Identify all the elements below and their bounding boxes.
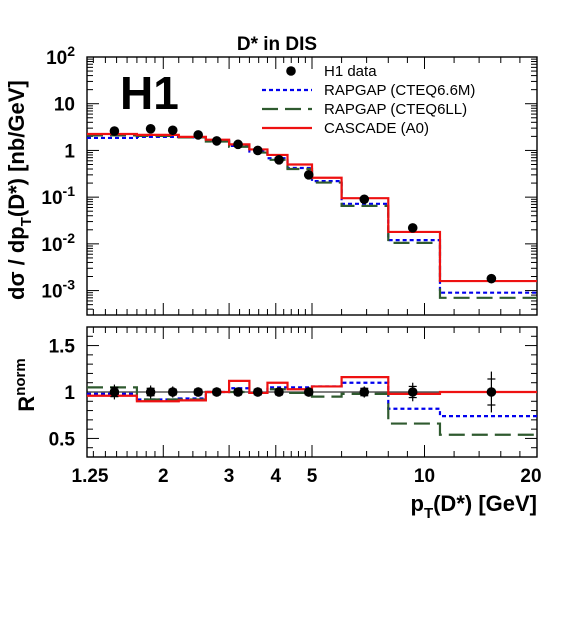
legend-label-h1-data: H1 data [324,63,377,80]
ratio-y-axis-title-main: R [14,396,39,412]
ratio-y-axis-title: Rnorm [12,358,39,411]
top-y-tick-label: 1 [64,141,75,162]
ratio-y-tick-label: 1.5 [49,337,76,358]
ratio-data-point [274,387,284,397]
top-histogram-cascade-a0 [87,132,537,283]
ratio-data-point [486,387,497,397]
ratio-data-point [167,387,178,397]
top-histogram-rapgap-cteq6-6m [87,135,537,294]
x-tick-label: 4 [270,466,281,487]
x-axis-title-rest: (D*) [GeV] [433,491,537,516]
ratio-data-point [193,387,203,397]
ratio-data-point [211,387,222,397]
ratio-data-point [359,387,370,397]
ratio-data-point [407,387,418,397]
x-axis-title-subscript: T [424,505,433,522]
top-y-axis-title-main: dσ / dp [4,226,29,300]
top-y-tick-label: 102 [46,43,75,69]
ratio-panel-series [87,371,537,436]
top-y-axis-title-subscript: T [18,217,35,226]
ratio-y-axis-title-superscript: norm [12,358,29,396]
top-data-point [252,145,263,156]
top-panel-series [87,124,537,299]
x-tick-label: 1.25 [72,466,109,487]
experiment-label: H1 [120,67,179,119]
x-tick-label: 2 [158,466,169,487]
legend-label-rapgap-cteq6ll: RAPGAP (CTEQ6LL) [324,101,467,118]
top-data-point [486,273,497,284]
x-tick-label: 10 [414,466,435,487]
top-y-tick-label: 10-3 [41,277,75,303]
top-data-point [193,130,203,140]
x-axis-title: pT(D*) [GeV] [410,491,537,522]
ratio-y-tick-label: 0.5 [49,429,76,450]
ratio-data-point [303,387,314,397]
top-data-point [211,136,222,146]
top-y-tick-label: 10-1 [41,183,75,209]
top-data-point [359,194,370,205]
top-data-point [109,126,120,136]
ratio-y-tick-labels: 0.5 1 1.5 [49,337,76,451]
x-tick-label: 5 [307,466,318,487]
x-tick-label: 20 [520,466,541,487]
legend: H1 data RAPGAP (CTEQ6.6M) RAPGAP (CTEQ6LL)… [262,63,475,137]
top-y-tick-label: 10 [54,95,75,116]
ratio-data-point [252,387,263,397]
ratio-data-point [145,387,156,397]
ratio-data-point [109,387,120,397]
top-y-tick-label: 10-2 [41,230,75,256]
top-data-point [407,223,418,233]
top-y-axis-title-rest: (D*) [nb/GeV] [4,80,29,217]
ratio-y-tick-label: 1 [64,383,75,404]
chart-title: D* in DIS [237,34,317,55]
top-y-axis-title: dσ / dpT(D*) [nb/GeV] [4,80,35,300]
ratio-data-point [233,387,243,397]
ratio-histogram-cascade-a0 [87,376,537,403]
x-tick-labels: 1.25 2 3 4 5 10 20 [72,466,542,487]
top-data-point [303,170,314,180]
legend-label-cascade-a0: CASCADE (A0) [324,120,429,137]
legend-label-rapgap-cteq6-6m: RAPGAP (CTEQ6.6M) [324,82,475,99]
legend-marker-h1-data [286,66,296,76]
x-axis-title-main: p [410,491,423,516]
top-data-point [233,139,243,150]
top-data-point [145,124,156,134]
ratio-panel-ticks [87,326,538,458]
x-tick-label: 3 [224,466,235,487]
top-histogram-rapgap-cteq6ll [87,134,537,299]
top-data-point [167,125,178,136]
top-data-point [274,155,284,165]
top-y-tick-labels: 10-3 10-2 10-1 1 10 102 [41,43,75,303]
